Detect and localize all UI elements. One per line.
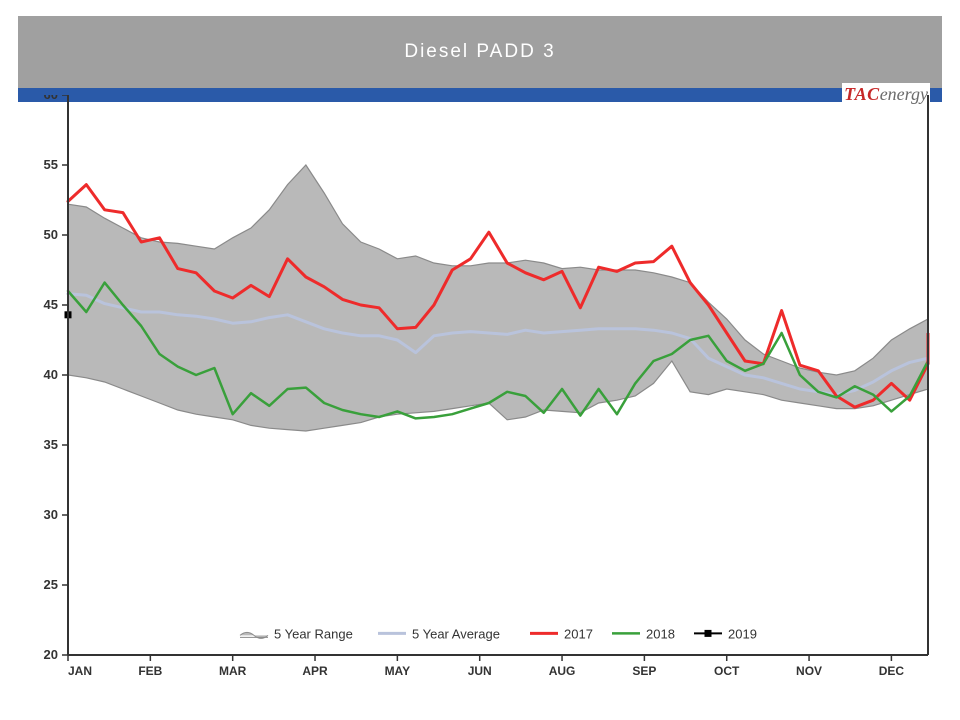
x-tick-label: JUN — [468, 664, 492, 678]
y-tick-label: 50 — [44, 227, 58, 242]
x-tick-label: APR — [302, 664, 328, 678]
y-tick-label: 40 — [44, 367, 58, 382]
legend-label-range: 5 Year Range — [274, 626, 353, 641]
legend-label-y2017: 2017 — [564, 626, 593, 641]
header-bar: Diesel PADD 3 — [18, 16, 942, 88]
x-tick-label: SEP — [632, 664, 656, 678]
legend: 5 Year Range 5 Year Average 2017 2018 2019 — [240, 626, 757, 641]
y-tick-label: 20 — [44, 647, 58, 662]
y-tick-label: 45 — [44, 297, 58, 312]
legend-marker-y2019 — [705, 630, 712, 637]
x-tick-label: MAY — [385, 664, 411, 678]
five-year-range-area — [68, 165, 928, 431]
y-tick-label: 30 — [44, 507, 58, 522]
x-tick-label: FEB — [138, 664, 162, 678]
y-tick-label: 55 — [44, 157, 58, 172]
x-tick-label: JAN — [68, 664, 92, 678]
x-tick-label: OCT — [714, 664, 740, 678]
chart-svg: 20 25 30 35 40 45 50 55 60 JAN FEB MAR APR MAY JUN AUG S… — [18, 95, 940, 705]
x-tick-label: MAR — [219, 664, 247, 678]
legend-label-avg: 5 Year Average — [412, 626, 500, 641]
chart-frame: Diesel PADD 3 TACenergy 2025303540455055… — [0, 0, 960, 720]
y-tick-label: 35 — [44, 437, 58, 452]
y-tick-label: 60 — [44, 95, 58, 102]
y-tick-label: 25 — [44, 577, 58, 592]
line-chart: 20 25 30 35 40 45 50 55 60 JAN FEB MAR APR MAY JUN AUG S… — [18, 95, 940, 705]
x-tick-label: AUG — [549, 664, 576, 678]
chart-title: Diesel PADD 3 — [404, 41, 555, 63]
x-tick-label: NOV — [796, 664, 822, 678]
x-tick-label: DEC — [879, 664, 905, 678]
legend-label-y2019: 2019 — [728, 626, 757, 641]
legend-label-y2018: 2018 — [646, 626, 675, 641]
